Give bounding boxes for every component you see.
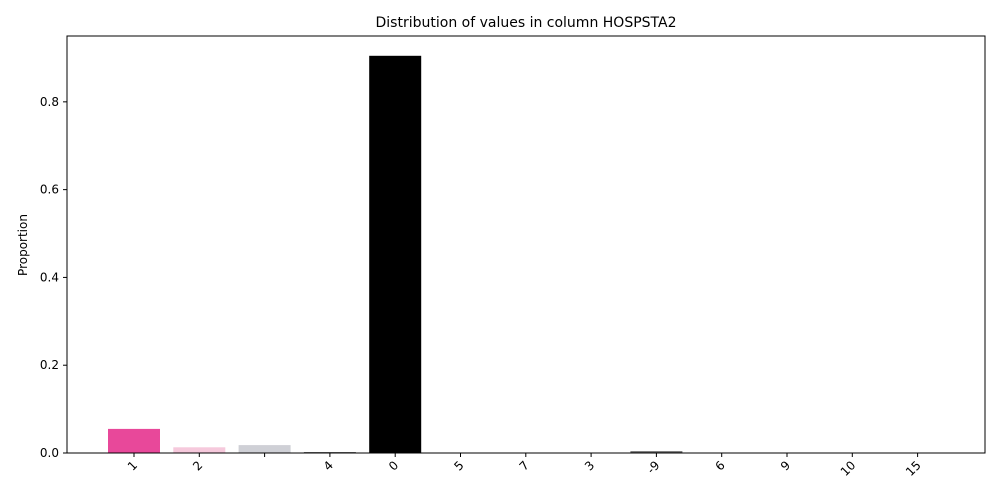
x-tick-label: 6 [713, 458, 728, 473]
y-tick-label: 0.4 [40, 270, 59, 284]
bar [630, 451, 683, 453]
x-tick-label: 7 [517, 458, 532, 473]
y-axis-label: Proportion [16, 214, 30, 276]
x-tick-label: -9 [644, 458, 662, 476]
x-axis-ticks: 1 2 4 0 5 7 3 -9 6 9 10 15 [125, 453, 924, 479]
x-tick-label: 9 [778, 458, 793, 473]
x-tick-label: 0 [386, 458, 401, 473]
x-tick-label: 10 [838, 458, 859, 479]
bars-group [108, 55, 879, 454]
x-tick-label: 1 [125, 458, 140, 473]
bar [108, 428, 160, 453]
x-tick-label: 5 [451, 458, 466, 473]
x-tick-label: 15 [903, 458, 924, 479]
x-tick-label: 2 [190, 458, 205, 473]
bar [369, 55, 422, 454]
x-tick-label: 3 [582, 458, 597, 473]
y-tick-label: 0.8 [40, 95, 59, 109]
y-axis-ticks: 0.0 0.2 0.4 0.6 0.8 [40, 95, 67, 460]
y-tick-label: 0.6 [40, 183, 59, 197]
bar [173, 447, 226, 453]
x-tick-label: 4 [321, 458, 336, 473]
y-tick-label: 0.2 [40, 358, 59, 372]
bar [238, 445, 291, 453]
chart-title: Distribution of values in column HOSPSTA… [376, 15, 677, 31]
y-tick-label: 0.0 [40, 446, 59, 460]
plot-frame [66, 35, 986, 454]
